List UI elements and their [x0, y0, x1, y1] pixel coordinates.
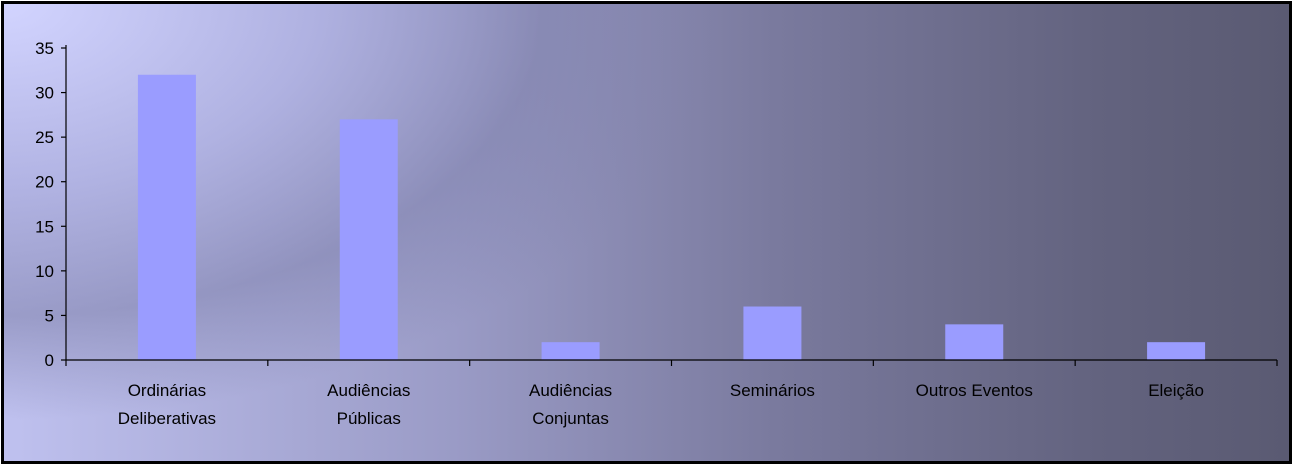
y-tick-label: 25 — [35, 128, 54, 147]
chart-background — [4, 4, 1289, 461]
y-tick-label: 20 — [35, 173, 54, 192]
bar-2 — [541, 342, 600, 360]
x-tick-labels: Ordinárias Deliberativas Audiências Pública… — [118, 381, 1204, 428]
bars-group — [137, 74, 1206, 360]
axes-group — [61, 45, 1278, 366]
x-tick-label: Ordinárias Deliberativas — [118, 381, 216, 428]
y-tick-label: 35 — [35, 39, 54, 58]
x-tick-label: Audiências Conjuntas — [529, 381, 612, 428]
y-tick-label: 5 — [45, 306, 54, 325]
bar-5 — [1147, 342, 1206, 360]
x-tick-label: Outros Eventos — [916, 381, 1033, 400]
y-tick-label: 15 — [35, 217, 54, 236]
bar-1 — [339, 119, 398, 360]
y-tick-label: 10 — [35, 262, 54, 281]
y-tick-labels: 0 5 10 15 20 25 30 35 — [35, 39, 54, 370]
bar-0 — [137, 74, 196, 360]
y-tick-label: 0 — [45, 351, 54, 370]
x-tick-label: Seminários — [730, 381, 815, 400]
bar-4 — [945, 324, 1004, 360]
bar-3 — [743, 306, 802, 360]
bar-chart: 0 5 10 15 20 25 30 35 Ordinárias Deliberativas Au… — [35, 39, 1278, 428]
x-tick-label: Audiências Públicas — [327, 381, 410, 428]
x-tick-label: Eleição — [1148, 381, 1204, 400]
y-tick-label: 30 — [35, 84, 54, 103]
